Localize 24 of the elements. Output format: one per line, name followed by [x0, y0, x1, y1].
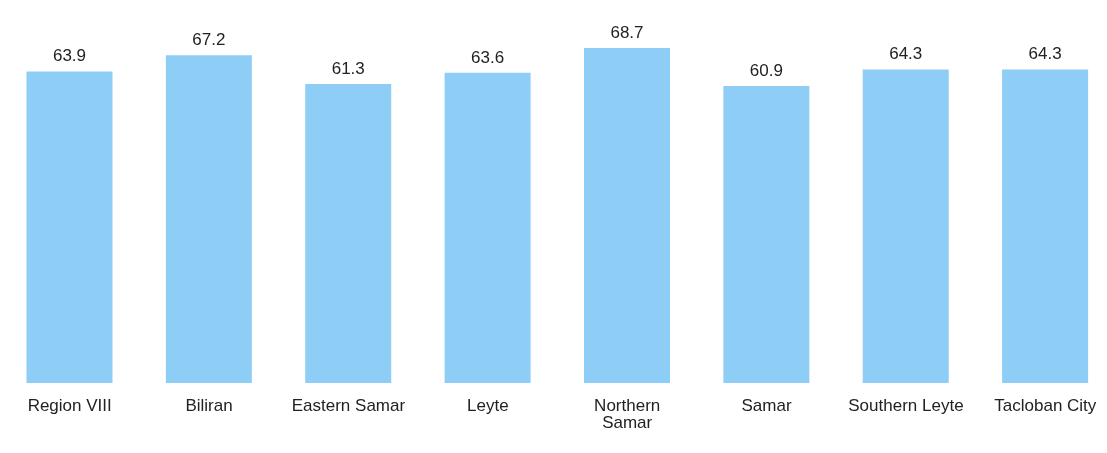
data-label: 68.7 — [610, 23, 644, 42]
x-tick-label: Tacloban City — [994, 396, 1097, 416]
x-tick-label: Biliran — [185, 396, 233, 416]
bar — [305, 84, 392, 383]
bar — [862, 69, 949, 383]
x-tick-label: Southern Leyte — [848, 396, 964, 416]
bar — [723, 86, 810, 383]
x-tick-label: Northern Samar — [594, 396, 661, 433]
bar — [165, 55, 252, 383]
data-label: 67.2 — [192, 30, 226, 50]
bar — [444, 72, 531, 383]
data-label: 64.3 — [1028, 44, 1062, 64]
x-tick-label: Region VIII — [27, 396, 112, 416]
bar — [1002, 69, 1089, 383]
data-label: 64.3 — [889, 44, 923, 64]
x-tick-label: Eastern Samar — [291, 396, 406, 416]
x-tick-label: Leyte — [467, 396, 509, 416]
data-label: 63.9 — [52, 46, 87, 66]
bar — [583, 48, 670, 383]
x-tick-label: Samar — [741, 396, 792, 416]
data-label: 61.3 — [331, 59, 365, 79]
bar — [26, 71, 113, 383]
data-label: 63.6 — [471, 47, 505, 67]
data-label: 60.9 — [749, 61, 783, 81]
